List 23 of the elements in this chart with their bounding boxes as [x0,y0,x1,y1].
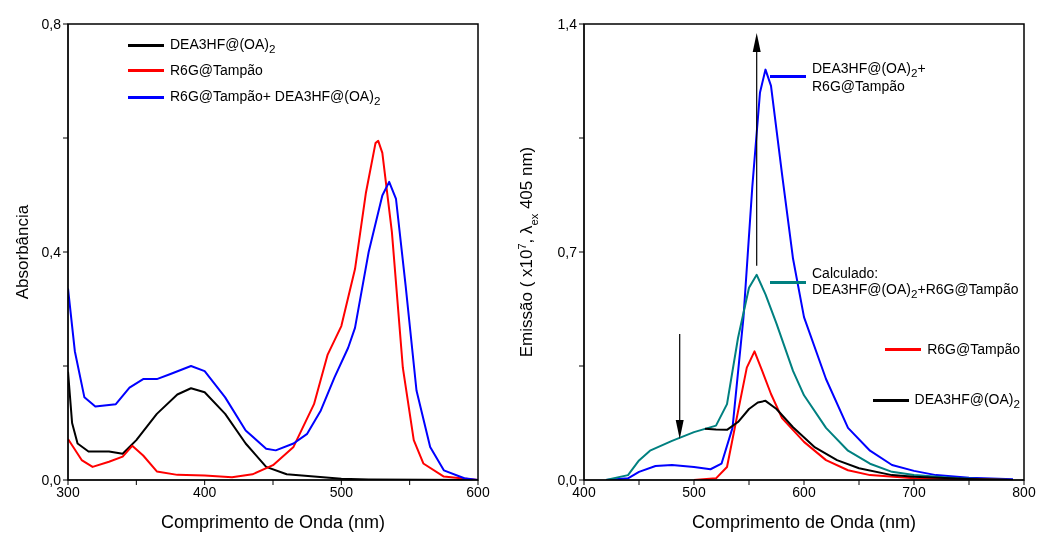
legend-label: DEA3HF@(OA)$_{2}$ [170,36,276,55]
x-tick-label: 600 [466,483,490,500]
y-axis-title: Absorbância [13,204,32,300]
x-tick-label: 500 [329,483,354,500]
y-tick-label: 0,0 [41,471,62,488]
y-tick-label: 0,8 [41,15,62,32]
y-tick-label: 0,0 [557,471,578,488]
x-tick-label: 700 [902,483,926,500]
legend-label: R6G@Tampão [927,341,1020,358]
x-axis-title: Comprimento de Onda (nm) [691,512,917,532]
legend-label: DEA3HF@(OA)$_{2}$ [914,390,1020,410]
legend-label: R6G@Tampão+ DEA3HF@(OA)$_{2}$ [170,88,381,107]
x-tick-label: 800 [1012,483,1036,500]
legend-label: R6G@Tampão [170,62,263,78]
legend-label: DEA3HF@(OA)$_{2}$+ R6G@Tampão [812,59,927,95]
y-tick-label: 1,4 [557,15,578,32]
x-axis-title: Comprimento de Onda (nm) [160,512,386,532]
y-tick-label: 0,4 [41,243,62,260]
x-tick-label: 400 [192,483,217,500]
x-tick-label: 500 [682,483,706,500]
x-tick-label: 600 [792,483,816,500]
y-tick-label: 0,7 [557,243,578,260]
legend-label: Calculado: DEA3HF@(OA)$_{2}$+R6G@Tampão [812,264,1020,300]
